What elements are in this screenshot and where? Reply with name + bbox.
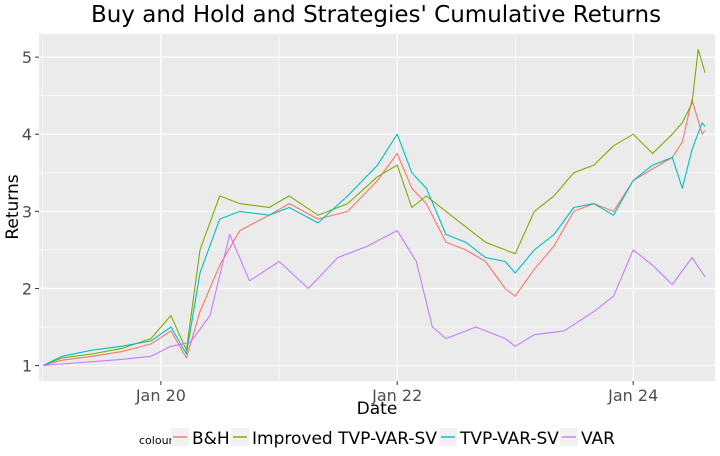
grid-major	[39, 34, 715, 381]
legend-label: TVP-VAR-SV	[459, 429, 559, 449]
y-axis-title: Returns	[3, 174, 23, 239]
x-axis-title: Date	[357, 399, 398, 419]
x-tick-label: Jan 24	[607, 386, 658, 405]
series-line	[42, 98, 706, 367]
y-tick-label: 2	[22, 279, 32, 298]
grid-minor	[39, 34, 715, 381]
series-line	[42, 122, 706, 367]
y-tick-label: 5	[22, 48, 32, 67]
series-line	[42, 48, 706, 367]
y-tick-label: 1	[22, 357, 32, 376]
legend: colour B&H Improved TVP-VAR-SV TVP-VAR-SV V…	[139, 428, 615, 449]
series-layer	[42, 48, 706, 367]
y-axis: 1 2 3 4 5	[22, 48, 39, 376]
legend-title: colour	[139, 434, 174, 447]
y-tick-label: 3	[22, 202, 32, 221]
legend-label: Improved TVP-VAR-SV	[252, 429, 437, 449]
x-tick-label: Jan 20	[135, 386, 186, 405]
plot-panel	[39, 34, 715, 381]
chart-title: Buy and Hold and Strategies' Cumulative …	[91, 2, 661, 28]
y-tick-label: 4	[22, 125, 32, 144]
legend-label: VAR	[581, 429, 615, 449]
series-line	[42, 230, 706, 367]
x-axis: Jan 20 Jan 22 Jan 24	[135, 381, 658, 405]
legend-label: B&H	[192, 429, 230, 449]
x-tick-label: Jan 22	[371, 386, 422, 405]
